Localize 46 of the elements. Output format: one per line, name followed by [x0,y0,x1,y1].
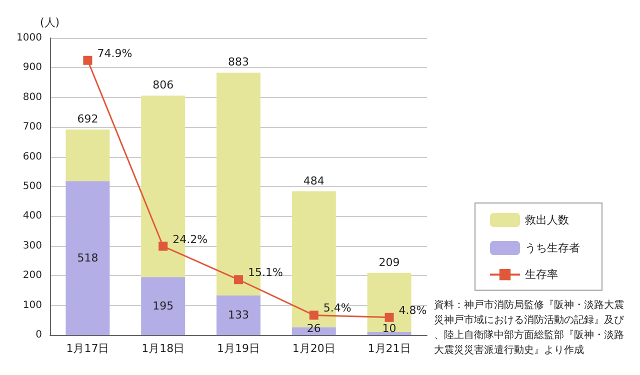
point [234,275,243,284]
x-tick-label: 1月18日 [142,342,185,355]
y-tick-label: 300 [22,240,42,252]
total-label: 484 [303,174,324,188]
x-tick-label: 1月20日 [292,342,336,355]
total-label: 883 [228,56,249,69]
bar [66,181,110,335]
point [309,310,318,320]
x-tick-label: 1月19日 [217,342,260,355]
legend-label: 生存率 [525,268,558,282]
data-label: 195 [152,300,174,313]
text: 資料：神戸市消防局監修『阪神・淡路大震災神戸市域における消防活動の記録』及び、陸上自衛隊中部方面総監部『阪神・淡路大震災災害派遣行動史』より作成 [434,299,625,356]
x-tick-label: 1月17日 [66,342,110,355]
y-tick-label: 900 [22,62,42,74]
y-tick-label: 500 [22,181,42,192]
y-tick-label: 0 [36,330,42,340]
data-label: 10 [382,322,396,335]
y-tick-label: 400 [22,210,42,222]
data-label: 5.4% [323,302,352,315]
bar [367,332,412,335]
y-tick-label: 200 [22,270,42,282]
y-tick-label: 100 [22,300,42,311]
bar [66,129,110,182]
total-label: 209 [378,256,400,269]
data-label: 518 [77,252,98,265]
x-tick-label: 1月21日 [368,342,411,355]
y-tick-label: 600 [22,151,42,162]
data-label: 4.8% [398,304,427,317]
data-label: 133 [228,308,249,322]
data-label: 15.1% [248,266,283,280]
y-axis-title: (人) [40,16,60,29]
bar [141,277,186,335]
point [158,242,168,251]
total-label: 806 [152,78,174,92]
y-tick-label: 800 [22,92,42,103]
data-label: 24.2% [172,232,208,246]
point [83,56,92,65]
legend-label: 救出人数 [524,214,569,226]
y-tick-label: 700 [22,122,42,133]
data-label: 26 [306,322,321,335]
y-tick-label: 1000 [16,32,42,44]
legend-label: うち生存者 [525,242,580,254]
point [384,312,394,322]
total-label: 692 [77,112,98,126]
bar [216,296,260,335]
data-label: 74.9% [97,46,132,60]
